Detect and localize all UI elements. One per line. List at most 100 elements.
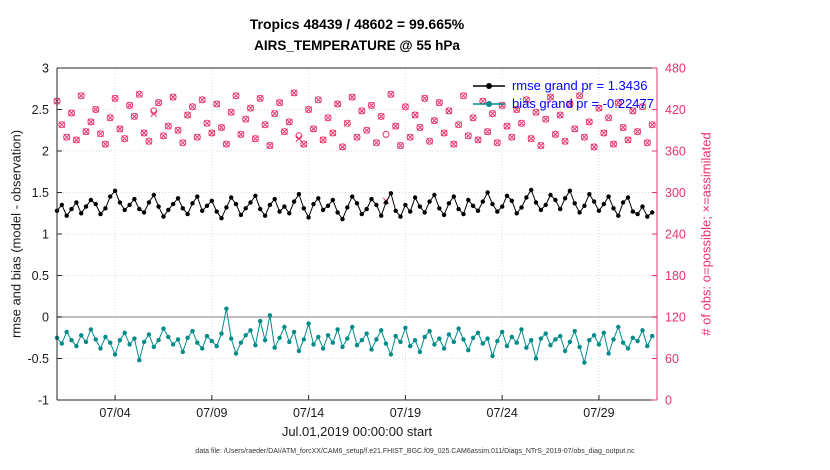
- rmse-point: [640, 204, 645, 209]
- rmse-point: [209, 198, 214, 203]
- possible-marker: [97, 130, 104, 138]
- bias-point: [451, 339, 456, 345]
- rmse-point: [200, 208, 205, 213]
- bias-point: [500, 329, 505, 335]
- rmse-point: [219, 216, 224, 221]
- possible-marker: [556, 111, 564, 119]
- bias-point: [127, 342, 132, 347]
- bias-point: [529, 338, 534, 343]
- bias-point: [166, 334, 171, 340]
- bias-point: [456, 326, 461, 331]
- possible-marker: [387, 90, 395, 98]
- rmse-point: [204, 203, 210, 208]
- possible-marker: [392, 122, 400, 130]
- rmse-point: [88, 197, 94, 203]
- rmse-point: [103, 206, 108, 211]
- bias-point: [291, 329, 297, 335]
- possible-marker: [256, 94, 264, 102]
- possible-marker: [276, 99, 284, 107]
- rmse-point: [596, 208, 602, 213]
- rmse-point: [630, 209, 635, 214]
- bias-point: [538, 336, 544, 341]
- rmse-point: [122, 207, 127, 213]
- rmse-point: [616, 213, 621, 218]
- rmse-point: [645, 214, 650, 219]
- bias-point: [146, 332, 152, 337]
- bias-point: [601, 330, 606, 335]
- bias-point: [233, 351, 239, 356]
- possible-marker: [193, 133, 201, 141]
- possible-marker: [237, 130, 245, 138]
- rmse-point: [74, 200, 79, 205]
- rmse-point: [562, 196, 568, 201]
- possible-marker: [68, 109, 75, 117]
- possible-marker: [266, 142, 274, 149]
- possible-marker: [92, 106, 100, 113]
- rmse-point: [340, 216, 345, 222]
- possible-marker: [576, 92, 584, 100]
- bias-point: [185, 335, 190, 340]
- rmse-point: [79, 211, 84, 216]
- legend: rmse grand pr = 1.3436 bias grand pr = -…: [472, 78, 654, 111]
- possible-marker: [213, 100, 221, 108]
- bias-point: [282, 324, 287, 330]
- bias-point: [393, 333, 398, 339]
- rmse-point: [587, 192, 592, 197]
- right-tick-label: 420: [665, 103, 686, 117]
- bias-point: [117, 338, 123, 343]
- rmse-line-marker-icon: [472, 82, 505, 89]
- possible-marker: [82, 128, 90, 136]
- bias-point: [504, 343, 510, 349]
- possible-marker: [566, 100, 574, 108]
- rmse-point: [519, 205, 524, 210]
- possible-marker: [372, 139, 380, 147]
- bias-point: [616, 324, 621, 330]
- possible-marker: [430, 117, 438, 125]
- rmse-point: [529, 187, 534, 193]
- left-y-axis-label: rmse and bias (model - observation): [8, 129, 24, 339]
- bias-point: [606, 351, 611, 356]
- rmse-point: [156, 204, 161, 209]
- possible-marker: [261, 121, 269, 129]
- bias-point: [437, 336, 442, 341]
- rmse-point: [170, 201, 176, 207]
- rmse-point: [243, 206, 248, 211]
- x-tick-label: 07/04: [99, 406, 130, 420]
- bias-point: [311, 342, 316, 347]
- bias-point: [558, 333, 563, 339]
- rmse-point: [296, 192, 302, 197]
- bias-point: [340, 344, 345, 350]
- possible-marker: [406, 133, 414, 141]
- bias-point: [74, 343, 79, 349]
- bias-point: [214, 343, 219, 349]
- rmse-point: [262, 213, 268, 218]
- x-tick-label: 07/29: [583, 406, 614, 420]
- possible-marker: [222, 140, 230, 148]
- rmse-point: [306, 215, 311, 220]
- rmse-point: [461, 211, 466, 217]
- bias-point: [258, 318, 263, 324]
- rmse-point: [330, 197, 335, 203]
- bias-point: [620, 340, 626, 345]
- rmse-point: [625, 195, 631, 200]
- possible-marker: [343, 119, 351, 127]
- rmse-point: [320, 207, 326, 213]
- possible-marker: [310, 125, 317, 133]
- bias-point: [195, 340, 200, 345]
- chart-title-line1: Tropics 48439 / 48602 = 99.665%: [249, 16, 465, 32]
- bias-point: [553, 337, 558, 342]
- possible-marker: [397, 142, 404, 149]
- rmse-point: [456, 206, 461, 212]
- rmse-point: [132, 196, 137, 202]
- rmse-point: [591, 199, 597, 204]
- right-tick-label: 60: [665, 352, 679, 366]
- bias-point: [582, 360, 587, 365]
- rmse-point: [470, 203, 476, 208]
- rmse-point: [383, 200, 389, 205]
- x-tick-label: 07/09: [196, 406, 227, 420]
- series-bias: [54, 306, 655, 365]
- bias-point: [596, 342, 602, 347]
- possible-marker: [377, 112, 385, 120]
- bias-point: [548, 343, 553, 348]
- possible-marker: [130, 112, 138, 120]
